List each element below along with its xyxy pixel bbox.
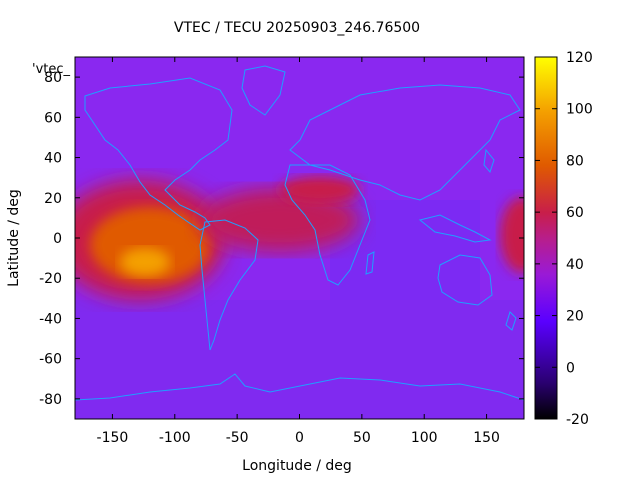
y-tick-label: 40 — [44, 151, 62, 167]
colorbar-tick-label: 20 — [566, 309, 584, 325]
y-tick-label: 80 — [44, 70, 62, 86]
heatmap-area — [75, 57, 524, 419]
colorbar-tick-label: 0 — [566, 360, 575, 376]
x-tick-label: 100 — [411, 430, 438, 446]
chart-title: VTEC / TECU 20250903_246.76500 — [174, 20, 420, 36]
y-tick-label: 0 — [53, 231, 62, 247]
coastline-africa — [284, 164, 371, 286]
x-tick-label: -150 — [97, 430, 129, 446]
colorbar — [534, 56, 558, 420]
heatmap-south-band — [75, 300, 524, 419]
coastline-antarctica — [75, 373, 524, 401]
y-tick-label: -60 — [39, 352, 62, 368]
colorbar-tick-label: 100 — [566, 102, 593, 118]
x-axis-label: Longitude / deg — [242, 458, 352, 474]
y-tick-label: 20 — [44, 191, 62, 207]
colorbar-tick-label: 80 — [566, 153, 584, 169]
colorbar-tick-label: 60 — [566, 205, 584, 221]
y-tick-label: -80 — [39, 392, 62, 408]
coastline-greenland — [241, 65, 286, 116]
coastlines — [75, 65, 524, 401]
x-tick-label: 150 — [473, 430, 500, 446]
colorbar-tick-label: 120 — [566, 50, 593, 66]
x-tick-label: -50 — [226, 430, 249, 446]
colorbar-tick-label: -20 — [566, 412, 589, 428]
x-tick-label: 0 — [295, 430, 304, 446]
heat-blob-core — [120, 248, 170, 276]
coastline-south-america — [199, 219, 259, 351]
coastline-maritime-asia — [418, 214, 492, 243]
coastline-new-zealand — [505, 311, 517, 331]
y-tick-label: -40 — [39, 311, 62, 327]
coastline-madagascar — [365, 251, 375, 275]
x-tick-label: 50 — [353, 430, 371, 446]
colorbar-ticks: 120 100 80 60 40 20 0 -20 — [535, 50, 593, 428]
x-axis-ticks: -150 -100 -50 0 50 100 150 — [97, 57, 500, 446]
y-tick-label: -20 — [39, 271, 62, 287]
series-label: 'vtec_ — [32, 62, 71, 77]
y-tick-label: 60 — [44, 110, 62, 126]
heat-band-africa-north — [280, 176, 360, 204]
heat-blob-mid — [90, 207, 210, 283]
colorbar-tick-label: 40 — [566, 257, 584, 273]
x-tick-label: -100 — [159, 430, 191, 446]
coastline-australia — [437, 254, 493, 306]
y-axis-ticks: 80 60 40 20 0 -20 -40 -60 -80 — [39, 70, 524, 408]
coastline-north-america — [84, 77, 233, 231]
y-axis-label: Latitude / deg — [6, 189, 22, 287]
coastline-japan — [483, 148, 495, 173]
coastline-eurasia — [289, 84, 521, 201]
heat-blob-east-edge — [500, 197, 524, 273]
